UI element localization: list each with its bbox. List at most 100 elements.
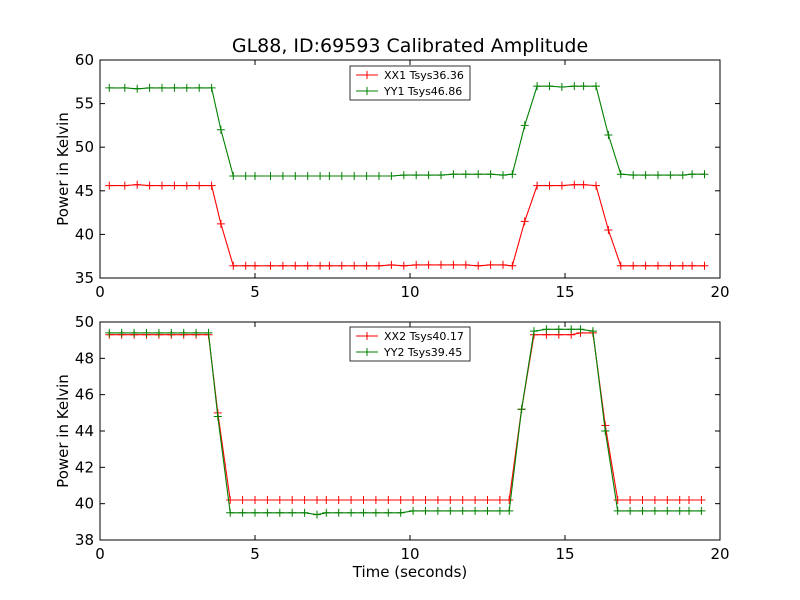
- data-point: [542, 325, 551, 334]
- data-point: [266, 261, 275, 270]
- data-point: [300, 496, 309, 505]
- data-point: [675, 506, 684, 515]
- data-point: [517, 405, 526, 414]
- data-point: [409, 506, 418, 515]
- data-point: [508, 261, 517, 270]
- data-point: [688, 170, 697, 179]
- x-tick-label: 10: [400, 283, 419, 301]
- y-tick-label: 48: [75, 349, 94, 367]
- data-point: [204, 328, 213, 337]
- data-point: [505, 506, 514, 515]
- x-tick-label: 20: [710, 283, 729, 301]
- data-point: [337, 261, 346, 270]
- data-point: [412, 171, 421, 180]
- data-point: [641, 171, 650, 180]
- data-point: [213, 412, 222, 421]
- data-point: [387, 171, 396, 180]
- data-point: [613, 496, 622, 505]
- data-point: [278, 171, 287, 180]
- data-point: [207, 181, 216, 190]
- data-point: [316, 171, 325, 180]
- data-point: [303, 261, 312, 270]
- data-point: [396, 496, 405, 505]
- x-tick-label: 5: [250, 545, 260, 563]
- data-point: [545, 181, 554, 190]
- data-point: [604, 226, 613, 235]
- data-point: [238, 496, 247, 505]
- data-point: [626, 496, 635, 505]
- legend-marker: [363, 332, 371, 340]
- y-tick-label: 42: [75, 458, 94, 476]
- data-point: [449, 260, 458, 269]
- data-point: [567, 325, 576, 334]
- data-point: [499, 260, 507, 269]
- data-point: [554, 325, 563, 334]
- data-point: [409, 496, 418, 505]
- data-point: [216, 219, 225, 228]
- y-tick-label: 60: [75, 51, 94, 69]
- data-point: [666, 261, 675, 270]
- legend-label: YY1 Tsys46.86: [383, 85, 462, 98]
- data-point: [654, 171, 662, 180]
- data-point: [399, 261, 408, 270]
- data-point: [334, 496, 343, 505]
- legend: XX2 Tsys40.17 YY2 Tsys39.45: [349, 326, 471, 362]
- data-point: [120, 181, 129, 190]
- x-tick-label: 15: [555, 283, 574, 301]
- data-point: [334, 508, 343, 517]
- data-point: [359, 496, 368, 505]
- data-point: [421, 506, 430, 515]
- data-point: [700, 261, 709, 270]
- data-point: [322, 496, 331, 505]
- data-point: [350, 261, 359, 270]
- y-tick-label: 38: [75, 531, 94, 549]
- data-point: [300, 508, 309, 517]
- data-point: [508, 170, 517, 179]
- data-point: [170, 181, 179, 190]
- data-point: [192, 328, 201, 337]
- data-point: [325, 261, 334, 270]
- data-point: [142, 328, 151, 337]
- data-point: [499, 171, 507, 180]
- data-point: [446, 506, 455, 515]
- data-point: [654, 261, 662, 270]
- data-point: [229, 261, 238, 270]
- data-point: [638, 506, 647, 515]
- data-point: [557, 83, 566, 92]
- data-point: [700, 170, 709, 179]
- data-point: [533, 82, 542, 91]
- y-tick-label: 50: [75, 138, 94, 156]
- data-point: [570, 180, 579, 189]
- series-1: [105, 180, 709, 270]
- data-point: [216, 125, 225, 134]
- data-point: [437, 171, 445, 180]
- data-point: [120, 83, 129, 92]
- y-tick-label: 35: [75, 269, 94, 287]
- data-point: [384, 508, 393, 517]
- legend-label: XX1 Tsys36.36: [384, 69, 464, 82]
- data-point: [685, 506, 693, 515]
- data-point: [105, 181, 114, 190]
- data-point: [424, 171, 433, 180]
- data-point: [458, 506, 467, 515]
- y-tick-label: 44: [75, 422, 94, 440]
- data-point: [316, 261, 325, 270]
- data-point: [291, 171, 300, 180]
- data-point: [666, 171, 675, 180]
- data-point: [505, 496, 514, 505]
- data-point: [588, 327, 597, 336]
- data-point: [288, 508, 297, 517]
- data-point: [495, 496, 504, 505]
- data-point: [195, 83, 204, 92]
- data-point: [291, 261, 300, 270]
- data-point: [396, 508, 405, 517]
- plot-panel-2: 0 5 10 15 20 38 40 42 44 46 48 50 Power in Kelvin Tim…: [54, 313, 730, 581]
- data-point: [421, 496, 430, 505]
- data-point: [458, 496, 467, 505]
- data-point: [133, 180, 142, 189]
- data-point: [313, 510, 321, 519]
- data-point: [433, 506, 442, 515]
- data-point: [238, 508, 247, 517]
- y-tick-label: 46: [75, 386, 94, 404]
- legend-marker: [363, 71, 371, 79]
